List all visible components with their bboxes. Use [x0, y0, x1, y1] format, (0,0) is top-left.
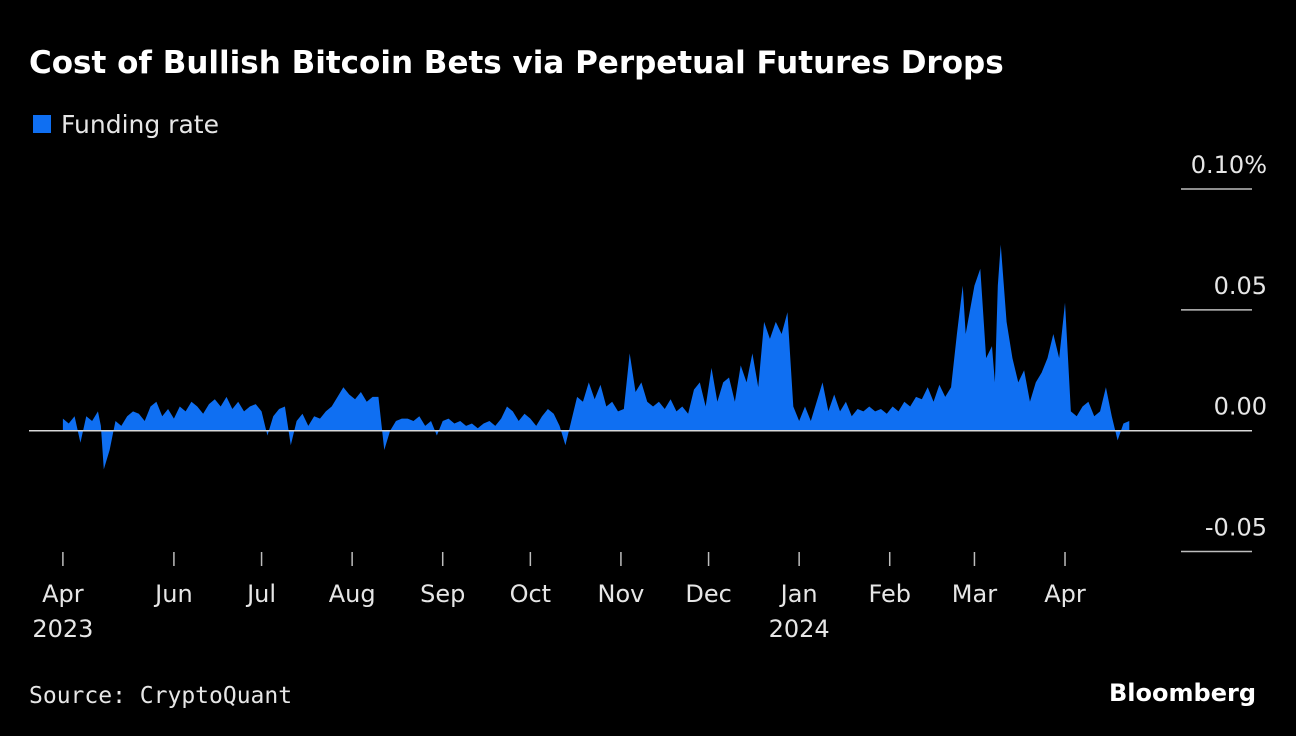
y-tick-label: 0.10% — [1191, 151, 1267, 179]
x-tick-label: Jun — [153, 580, 193, 608]
x-tick-label: Apr — [1044, 580, 1086, 608]
x-tick-label: Nov — [598, 580, 645, 608]
source: Source: CryptoQuant — [29, 683, 292, 709]
area — [62, 244, 1130, 470]
x-tick-label: Sep — [420, 580, 465, 608]
x-tick-label: Apr — [42, 580, 84, 608]
x-tick-label: Feb — [868, 580, 911, 608]
y-tick-label: 0.00 — [1214, 393, 1267, 421]
x-tick-label: Jul — [245, 580, 276, 608]
x-tick-sublabel: 2024 — [769, 615, 830, 643]
x-tick-label: Jan — [779, 580, 818, 608]
x-tick-label: Mar — [952, 580, 997, 608]
legend-swatch — [33, 115, 51, 133]
x-tick-label: Oct — [510, 580, 552, 608]
x-tick-sublabel: 2023 — [32, 615, 93, 643]
y-tick-label: -0.05 — [1205, 514, 1267, 542]
brand: Bloomberg — [1109, 679, 1256, 707]
x-tick-label: Aug — [329, 580, 376, 608]
chart-title: Cost of Bullish Bitcoin Bets via Perpetu… — [29, 45, 1004, 81]
x-tick-label: Dec — [685, 580, 731, 608]
y-tick-label: 0.05 — [1214, 272, 1267, 300]
legend-label: Funding rate — [61, 110, 219, 139]
